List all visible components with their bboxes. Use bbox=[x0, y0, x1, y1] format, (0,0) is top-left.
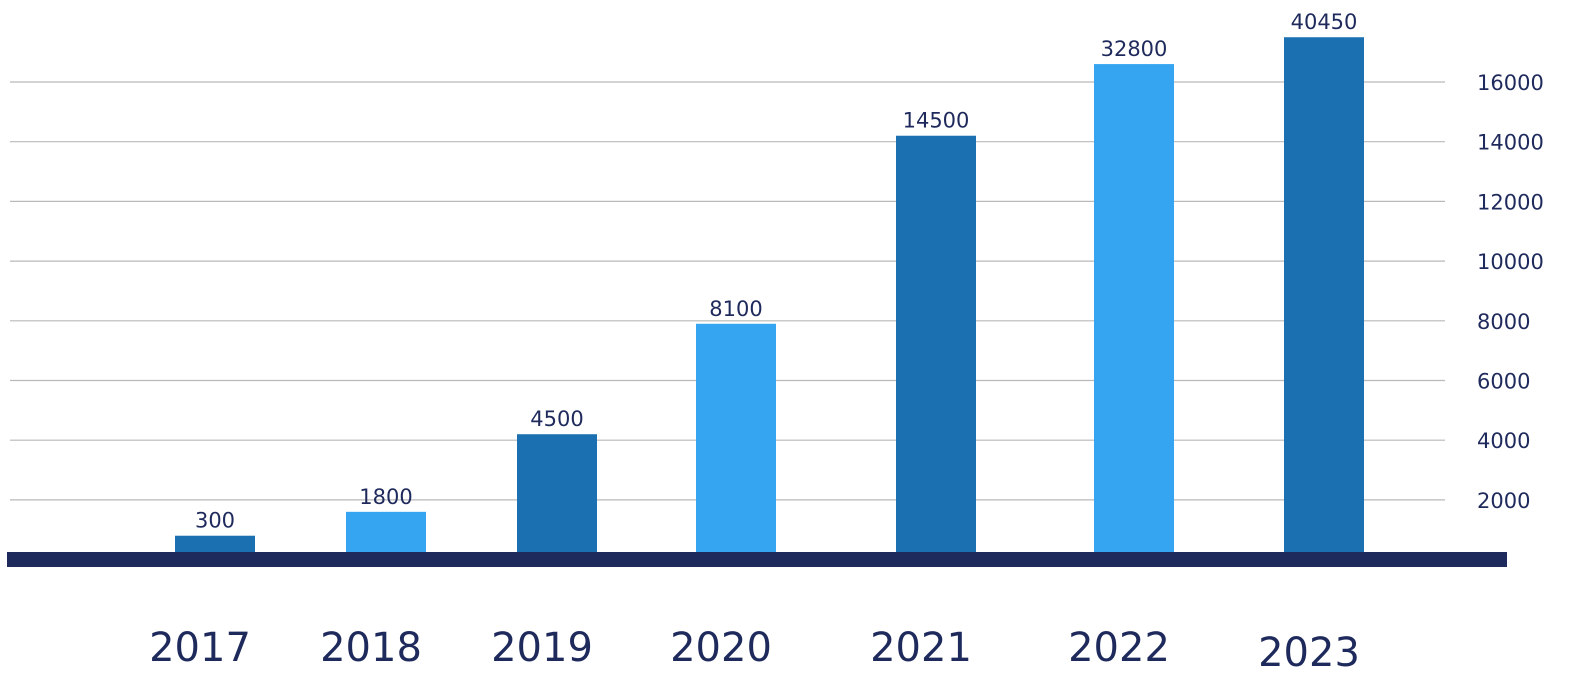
bar-2023 bbox=[1284, 37, 1364, 554]
bar-2020 bbox=[696, 323, 776, 553]
data-label-2017: 300 bbox=[195, 509, 235, 533]
data-label-2021: 14500 bbox=[903, 109, 970, 133]
x-category-label-2017: 2017 bbox=[149, 625, 251, 671]
data-label-2020: 8100 bbox=[709, 297, 762, 321]
data-label-2019: 4500 bbox=[530, 407, 583, 431]
y-tick-label: 8000 bbox=[1477, 310, 1530, 334]
x-category-label-2022: 2022 bbox=[1068, 625, 1170, 671]
y-tick-label: 4000 bbox=[1477, 429, 1530, 453]
data-label-2018: 1800 bbox=[359, 485, 412, 509]
x-axis-baseline bbox=[7, 552, 1507, 567]
x-category-label-2018: 2018 bbox=[320, 625, 422, 671]
x-category-label-2023: 2023 bbox=[1258, 630, 1360, 675]
y-tick-label: 2000 bbox=[1477, 489, 1530, 513]
y-tick-label: 10000 bbox=[1477, 250, 1544, 274]
y-tick-label: 12000 bbox=[1477, 190, 1544, 214]
bar-2017 bbox=[175, 535, 255, 553]
bar-2019 bbox=[517, 434, 597, 553]
x-axis-categories: 2017 2018 2019 2020 2021 2022 2023 bbox=[149, 625, 1360, 675]
bar-2018 bbox=[346, 511, 426, 553]
x-category-label-2020: 2020 bbox=[670, 625, 772, 671]
x-category-label-2021: 2021 bbox=[870, 625, 972, 671]
data-label-2022: 32800 bbox=[1101, 37, 1168, 61]
data-labels: 300 1800 4500 8100 14500 32800 40450 bbox=[195, 10, 1357, 532]
y-tick-label: 16000 bbox=[1477, 71, 1544, 95]
y-tick-label: 6000 bbox=[1477, 370, 1530, 394]
x-category-label-2019: 2019 bbox=[491, 625, 593, 671]
bar-2022 bbox=[1094, 64, 1174, 553]
y-tick-label: 14000 bbox=[1477, 131, 1544, 155]
bar-2021 bbox=[896, 135, 976, 554]
bars bbox=[175, 37, 1364, 554]
y-axis-ticks: 2000 4000 6000 8000 10000 12000 14000 16000 bbox=[1477, 71, 1544, 513]
data-label-2023: 40450 bbox=[1291, 10, 1358, 34]
